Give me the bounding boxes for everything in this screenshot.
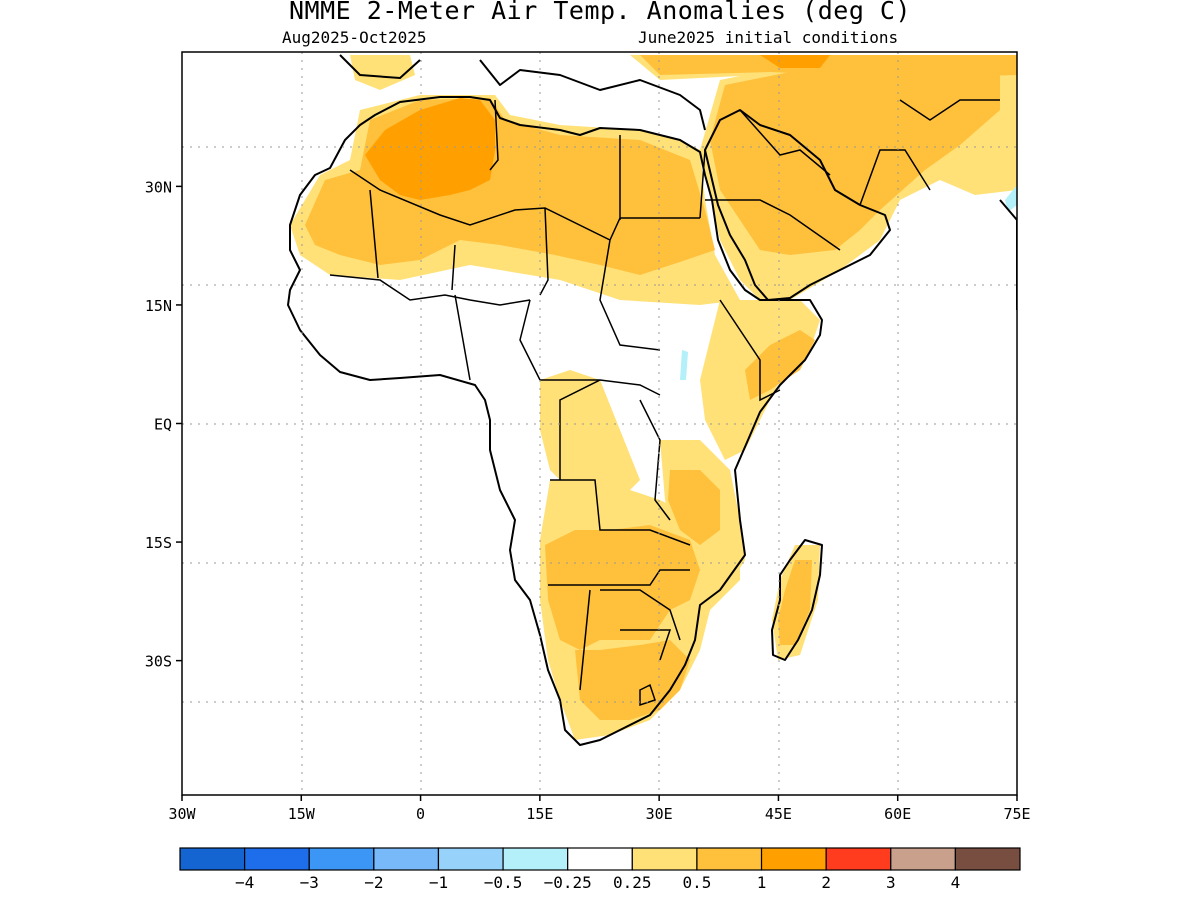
colorbar-swatch: [244, 847, 310, 871]
india-coastline: [999, 199, 1017, 310]
colorbar-label: 4: [951, 873, 961, 892]
colorbar-label: −0.25: [544, 873, 592, 892]
y-tick-label: 30S: [145, 653, 172, 671]
colorbar-swatch: [373, 847, 440, 871]
gridlines: [182, 52, 1017, 795]
colorbar-label: 0.5: [682, 873, 711, 892]
country-borders: [329, 99, 1000, 707]
x-tick-label: 60E: [884, 805, 911, 823]
colorbar-swatch: [825, 847, 892, 871]
region-horn: [745, 330, 815, 400]
x-tick-label: 75E: [1003, 805, 1030, 823]
anomaly-fill-cool: [680, 185, 1017, 380]
colorbar-swatch: [890, 847, 956, 871]
x-tick-label: 0: [416, 805, 425, 823]
colorbar-swatch: [631, 847, 698, 871]
colorbar-label: −0.5: [484, 873, 523, 892]
region-madagascar: [778, 560, 812, 645]
colorbar-swatch: [954, 847, 1021, 871]
mediterranean-north: [339, 54, 706, 131]
y-tick-label: 15S: [145, 534, 172, 552]
region-lake-cool: [680, 350, 688, 380]
colorbar-label: −3: [300, 873, 319, 892]
colorbar-swatch: [760, 847, 827, 871]
region-europe: [640, 55, 1017, 78]
colorbar-label: 3: [886, 873, 896, 892]
colorbar-swatch: [567, 847, 633, 871]
border-network: [329, 99, 1000, 707]
colorbar-label: 2: [821, 873, 831, 892]
colorbar-label: −2: [364, 873, 383, 892]
region-central-patches: [540, 370, 640, 500]
x-tick-label: 30E: [646, 805, 673, 823]
region-europe-strong: [760, 55, 830, 68]
x-tick-label: 15E: [526, 805, 553, 823]
region-india-cool: [1005, 185, 1017, 212]
coastlines: [287, 54, 1017, 746]
colorbar-swatch: [696, 847, 763, 871]
y-tick-label: 15N: [145, 297, 172, 315]
colorbar-label: −4: [235, 873, 254, 892]
region-south-africa: [575, 640, 690, 720]
y-axis-ticks: 30N 15N EQ 15S 30S: [145, 178, 182, 671]
anomaly-fill-strong: [365, 55, 830, 200]
y-tick-label: EQ: [154, 416, 172, 434]
region-angola-zambia: [545, 525, 700, 650]
x-tick-label: 45E: [765, 805, 792, 823]
colorbar-label: −1: [429, 873, 448, 892]
x-tick-label: 30W: [168, 805, 196, 823]
map-title: NMME 2-Meter Air Temp. Anomalies (deg C): [288, 0, 912, 25]
madagascar-coastline: [771, 539, 823, 661]
colorbar-swatch: [179, 847, 246, 871]
x-tick-label: 15W: [288, 805, 316, 823]
arabia-coastline: [704, 109, 891, 301]
region-north-coast-light: [350, 55, 415, 90]
subtitle-initial-conditions: June2025 initial conditions: [638, 28, 899, 47]
x-axis-ticks: 30W 15W 0 15E 30E 45E 60E 75E: [168, 795, 1031, 823]
map-content: [287, 54, 1017, 746]
colorbar-label: 0.25: [613, 873, 652, 892]
region-algeria-core: [365, 98, 495, 200]
colorbar-label: 1: [757, 873, 767, 892]
region-east-africa: [668, 470, 720, 545]
y-tick-label: 30N: [145, 178, 172, 196]
colorbar-swatch: [502, 847, 569, 871]
region-arabia: [710, 60, 1000, 255]
subtitle-season: Aug2025-Oct2025: [282, 28, 427, 47]
colorbar: −4 −3 −2 −1 −0.5 −0.25 0.25 0.5 1 2 3 4: [179, 847, 1021, 892]
colorbar-swatch: [437, 847, 504, 871]
colorbar-swatch: [308, 847, 375, 871]
africa-coastline: [287, 96, 823, 746]
